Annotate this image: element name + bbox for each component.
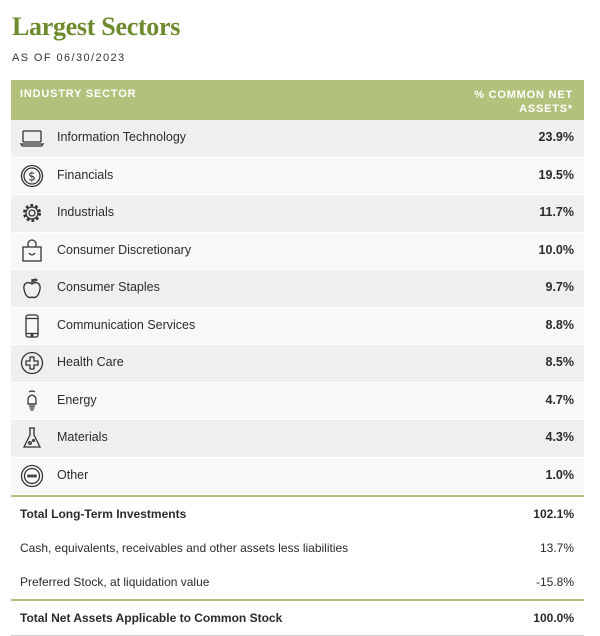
- table-header: INDUSTRY SECTOR % COMMON NET ASSETS*: [11, 80, 584, 120]
- summary-row-cash: Cash, equivalents, receivables and other…: [11, 531, 584, 565]
- table-row: Other 1.0%: [11, 457, 584, 495]
- summary-label: Cash, equivalents, receivables and other…: [20, 541, 349, 555]
- sector-value: 8.8%: [545, 317, 575, 332]
- summary-row-preferred: Preferred Stock, at liquidation value -1…: [11, 565, 584, 599]
- page-title: Largest Sectors: [12, 12, 181, 41]
- sector-value: 23.9%: [538, 130, 574, 144]
- sector-label: Communication Services: [57, 317, 196, 332]
- table-row: Information Technology 23.9%: [11, 120, 584, 158]
- sector-value: 1.0%: [545, 467, 575, 482]
- table-row: Consumer Discretionary 10.0%: [11, 232, 584, 270]
- sector-label: Industrials: [57, 205, 114, 219]
- svg-text:$: $: [28, 169, 36, 183]
- gear-icon: [19, 200, 45, 226]
- sector-label: Consumer Staples: [57, 280, 160, 294]
- column-header-sector: INDUSTRY SECTOR: [20, 88, 137, 100]
- sector-label: Information Technology: [57, 130, 187, 144]
- table-row: Materials 4.3%: [11, 420, 584, 458]
- medical-cross-icon: [19, 350, 45, 376]
- summary-label: Total Net Assets Applicable to Common St…: [20, 611, 283, 625]
- sector-label: Materials: [57, 430, 108, 444]
- column-header-pct-line1: % COMMON NET: [474, 89, 573, 101]
- column-header-pct-line2: ASSETS*: [519, 103, 573, 115]
- sector-value: 19.5%: [538, 167, 574, 182]
- dollar-coin-icon: $: [19, 163, 45, 189]
- table-row: $ Financials 19.5%: [11, 157, 584, 195]
- smartphone-icon: [19, 313, 45, 339]
- summary-value: -15.8%: [535, 575, 574, 589]
- table-row: Industrials 11.7%: [11, 195, 584, 233]
- table-row: Health Care 8.5%: [11, 345, 584, 383]
- as-of-date: AS OF 06/30/2023: [12, 52, 126, 64]
- summary-value: 100.0%: [533, 611, 574, 625]
- summary-label: Preferred Stock, at liquidation value: [20, 575, 210, 589]
- sector-value: 8.5%: [545, 355, 575, 369]
- sector-label: Financials: [57, 167, 114, 182]
- sector-label: Health Care: [57, 355, 124, 369]
- apple-icon: [19, 275, 45, 301]
- table-row: Energy 4.7%: [11, 382, 584, 420]
- ellipsis-circle-icon: [19, 463, 45, 489]
- sector-value: 9.7%: [545, 280, 575, 294]
- section-divider: [11, 495, 584, 497]
- sector-value: 4.7%: [545, 392, 575, 407]
- summary-value: 13.7%: [539, 541, 574, 555]
- summary-label: Total Long-Term Investments: [20, 507, 187, 521]
- flask-icon: [19, 425, 45, 451]
- summary-row-total-long-term: Total Long-Term Investments 102.1%: [11, 497, 584, 531]
- sector-value: 10.0%: [538, 242, 574, 257]
- table-row: Consumer Staples 9.7%: [11, 270, 584, 308]
- summary-row-total-net-assets: Total Net Assets Applicable to Common St…: [11, 601, 584, 635]
- sector-table: INDUSTRY SECTOR % COMMON NET ASSETS* Inf…: [11, 80, 584, 636]
- sector-label: Other: [57, 467, 89, 482]
- laptop-icon: [19, 125, 45, 151]
- sector-label: Energy: [57, 392, 97, 407]
- lightbulb-icon: [19, 388, 45, 414]
- shopping-bag-icon: [19, 238, 45, 264]
- sector-value: 4.3%: [545, 430, 575, 444]
- section-divider: [11, 599, 584, 601]
- sector-label: Consumer Discretionary: [57, 242, 192, 257]
- table-row: Communication Services 8.8%: [11, 307, 584, 345]
- column-header-pct: % COMMON NET ASSETS*: [474, 88, 573, 116]
- summary-value: 102.1%: [533, 507, 574, 521]
- sector-value: 11.7%: [539, 205, 574, 219]
